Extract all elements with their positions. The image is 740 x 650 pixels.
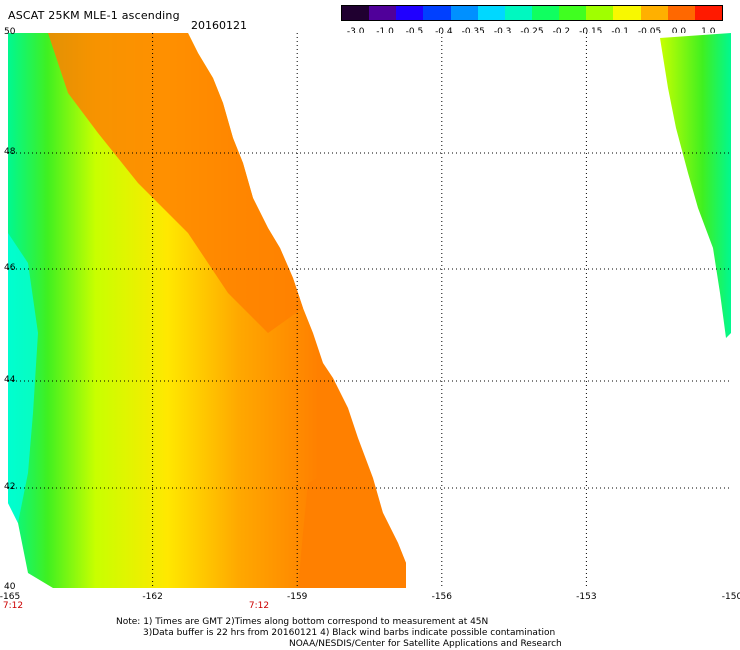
colorbar-tick-label: -0.35 [461, 27, 485, 37]
colorbar-segment [613, 6, 641, 20]
colorbar-tick-label: -0.25 [520, 27, 544, 37]
right-swath [660, 33, 731, 338]
latitude-label: 40 [4, 582, 16, 592]
longitude-label: -165 [0, 592, 21, 602]
colorbar-tick-label: -0.5 [405, 27, 424, 37]
colorbar-segment [450, 6, 478, 20]
latitude-label: 44 [4, 375, 16, 385]
left-swath [8, 33, 406, 588]
longitude-label: -156 [431, 592, 453, 602]
longitude-label: -153 [576, 592, 597, 602]
colorbar [341, 5, 723, 21]
left-swath-orange-band [48, 33, 303, 333]
colorbar-segment [694, 6, 722, 20]
latitude-label: 42 [4, 482, 16, 492]
colorbar-tick-label: -0.05 [637, 27, 662, 37]
colorbar-tick-label: -1.0 [376, 27, 394, 37]
time-label: 7:12 [248, 601, 270, 611]
chart-title: ASCAT 25KM MLE-1 ascending [8, 9, 180, 22]
colorbar-tick-label: -0.3 [493, 27, 512, 37]
colorbar-segment [586, 6, 614, 20]
time-label: 7:12 [2, 601, 24, 611]
colorbar-tick-label: -0.2 [552, 27, 571, 37]
note-line-1: Note: 1) Times are GMT 2)Times along bot… [116, 617, 489, 627]
colorbar-segment [342, 6, 370, 20]
colorbar-ticks: -3.0 -1.0 -0.5 -0.4 -0.35 -0.3 -0.25 -0.2 -0.15-… [0, 27, 740, 39]
map-grid [8, 33, 731, 588]
longitude-label: -159 [286, 592, 308, 602]
latitude-label: 48 [4, 147, 16, 157]
note-line-3: NOAA/NESDIS/Center for Satellite Applica… [289, 639, 562, 649]
chart-date: 20160121 [191, 19, 247, 32]
swath-map [8, 33, 731, 588]
colorbar-tick-label: 1.0 [701, 27, 716, 37]
colorbar-segment [667, 6, 695, 20]
colorbar-tick-label: -0.1 [611, 27, 629, 37]
colorbar-tick-label: -3.0 [346, 27, 365, 37]
latitude-label: 50 [4, 27, 16, 37]
swath-map-svg [8, 33, 731, 588]
colorbar-tick-label: 0.0 [671, 27, 687, 37]
colorbar-tick-label: -0.4 [435, 27, 453, 37]
colorbar-segment [423, 6, 451, 20]
note-line-2: 3)Data buffer is 22 hrs from 20160121 4)… [143, 628, 556, 638]
colorbar-segment [369, 6, 397, 20]
left-swath-lower-orange [298, 463, 406, 588]
colorbar-segment [640, 6, 668, 20]
longitude-label: -150 [721, 592, 740, 602]
left-swath-cyan-edge [8, 233, 38, 523]
colorbar-segment [396, 6, 424, 20]
colorbar-segment [504, 6, 532, 20]
colorbar-tick-label: -0.15 [579, 27, 603, 37]
colorbar-segment [477, 6, 505, 20]
longitude-label: -162 [142, 592, 163, 602]
latitude-label: 46 [4, 263, 16, 273]
colorbar-segment [531, 6, 560, 20]
colorbar-segment [559, 6, 587, 20]
